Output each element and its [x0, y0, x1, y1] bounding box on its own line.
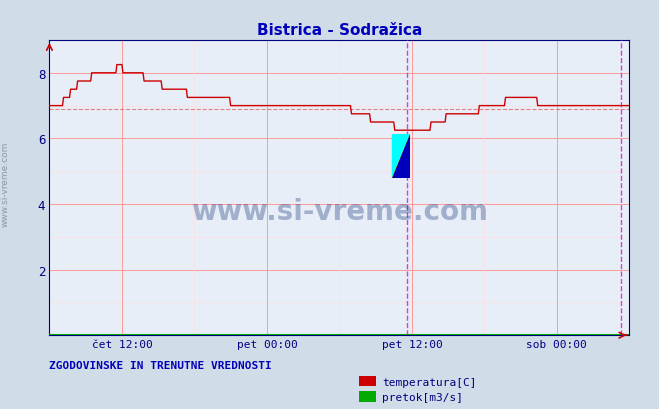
- Polygon shape: [391, 135, 410, 178]
- Title: Bistrica - Sodražica: Bistrica - Sodražica: [257, 23, 422, 38]
- Text: ZGODOVINSKE IN TRENUTNE VREDNOSTI: ZGODOVINSKE IN TRENUTNE VREDNOSTI: [49, 360, 272, 370]
- Text: pretok[m3/s]: pretok[m3/s]: [382, 392, 463, 402]
- Bar: [391, 135, 410, 178]
- Text: temperatura[C]: temperatura[C]: [382, 378, 476, 387]
- Text: www.si-vreme.com: www.si-vreme.com: [1, 142, 10, 227]
- Polygon shape: [391, 135, 410, 178]
- Text: www.si-vreme.com: www.si-vreme.com: [191, 197, 488, 225]
